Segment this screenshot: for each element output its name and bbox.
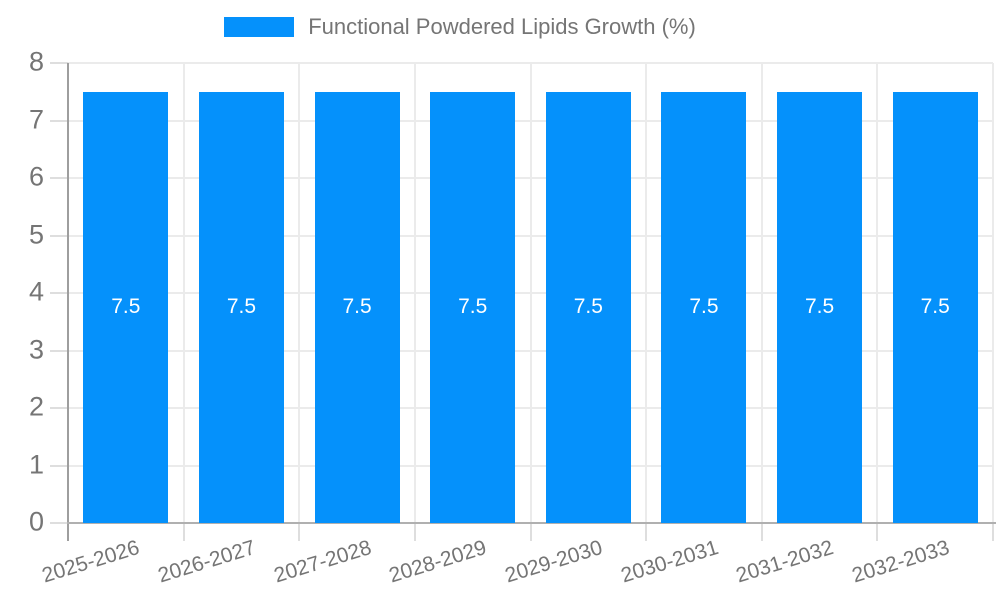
y-tick-label: 1 bbox=[28, 448, 44, 479]
bar: 7.5 bbox=[777, 91, 863, 523]
legend: Functional Powdered Lipids Growth (%) bbox=[0, 14, 920, 40]
bar-value-label: 7.5 bbox=[804, 295, 835, 319]
x-gridline bbox=[529, 63, 532, 523]
x-tick bbox=[413, 523, 416, 541]
x-gridline bbox=[760, 63, 763, 523]
y-tick-label: 2 bbox=[28, 391, 44, 422]
y-tick-label: 5 bbox=[28, 218, 44, 249]
bar-value-label: 7.5 bbox=[458, 295, 488, 319]
bar-value-label: 7.5 bbox=[920, 295, 950, 319]
bar: 7.5 bbox=[545, 91, 631, 523]
x-gridline bbox=[992, 63, 994, 523]
y-tick bbox=[50, 292, 68, 294]
x-gridline bbox=[298, 63, 301, 523]
x-tick-label: 2025-2026 bbox=[39, 536, 143, 588]
y-tick-label: 8 bbox=[28, 46, 44, 77]
y-tick-label: 3 bbox=[28, 333, 44, 364]
x-tick-label: 2030-2031 bbox=[617, 536, 721, 588]
x-gridline bbox=[413, 63, 416, 523]
y-tick bbox=[50, 177, 68, 179]
legend-swatch bbox=[224, 17, 295, 37]
y-tick-label: 7 bbox=[28, 103, 44, 134]
bar-value-label: 7.5 bbox=[573, 295, 603, 319]
y-tick bbox=[50, 349, 68, 352]
bar-value-label: 7.5 bbox=[226, 295, 257, 319]
bar: 7.5 bbox=[314, 91, 400, 523]
bar: 7.5 bbox=[661, 91, 747, 523]
x-gridline bbox=[645, 63, 648, 523]
y-tick bbox=[50, 119, 68, 122]
x-tick bbox=[298, 523, 301, 541]
y-tick-label: 0 bbox=[28, 506, 44, 537]
x-gridline bbox=[182, 63, 185, 523]
x-tick bbox=[992, 523, 994, 541]
bar-value-label: 7.5 bbox=[111, 295, 141, 319]
x-tick bbox=[529, 523, 532, 541]
bar: 7.5 bbox=[83, 91, 169, 523]
x-tick bbox=[645, 523, 648, 541]
x-tick-label: 2028-2029 bbox=[386, 536, 490, 588]
bar: 7.5 bbox=[430, 91, 516, 523]
x-tick bbox=[760, 523, 763, 541]
y-tick-label: 4 bbox=[28, 276, 44, 307]
y-tick bbox=[50, 62, 68, 64]
x-axis-line bbox=[67, 522, 996, 524]
y-axis-line bbox=[67, 63, 69, 523]
y-tick-label: 6 bbox=[28, 161, 44, 192]
x-tick bbox=[876, 523, 879, 541]
x-tick-label: 2029-2030 bbox=[502, 536, 606, 588]
x-gridline bbox=[876, 63, 879, 523]
bar-value-label: 7.5 bbox=[342, 295, 372, 319]
y-tick bbox=[50, 234, 68, 237]
y-tick bbox=[50, 522, 68, 524]
y-tick bbox=[50, 407, 68, 409]
legend-label: Functional Powdered Lipids Growth (%) bbox=[308, 14, 696, 39]
bar-value-label: 7.5 bbox=[689, 295, 719, 319]
x-tick bbox=[67, 523, 69, 541]
y-tick bbox=[50, 464, 68, 467]
x-tick bbox=[182, 523, 185, 541]
x-tick-label: 2026-2027 bbox=[155, 536, 259, 588]
x-tick-label: 2027-2028 bbox=[271, 536, 374, 588]
bar: 7.5 bbox=[198, 91, 284, 523]
x-tick-label: 2031-2032 bbox=[733, 536, 837, 588]
x-tick-label: 2032-2033 bbox=[849, 536, 952, 588]
bar: 7.5 bbox=[892, 91, 978, 523]
